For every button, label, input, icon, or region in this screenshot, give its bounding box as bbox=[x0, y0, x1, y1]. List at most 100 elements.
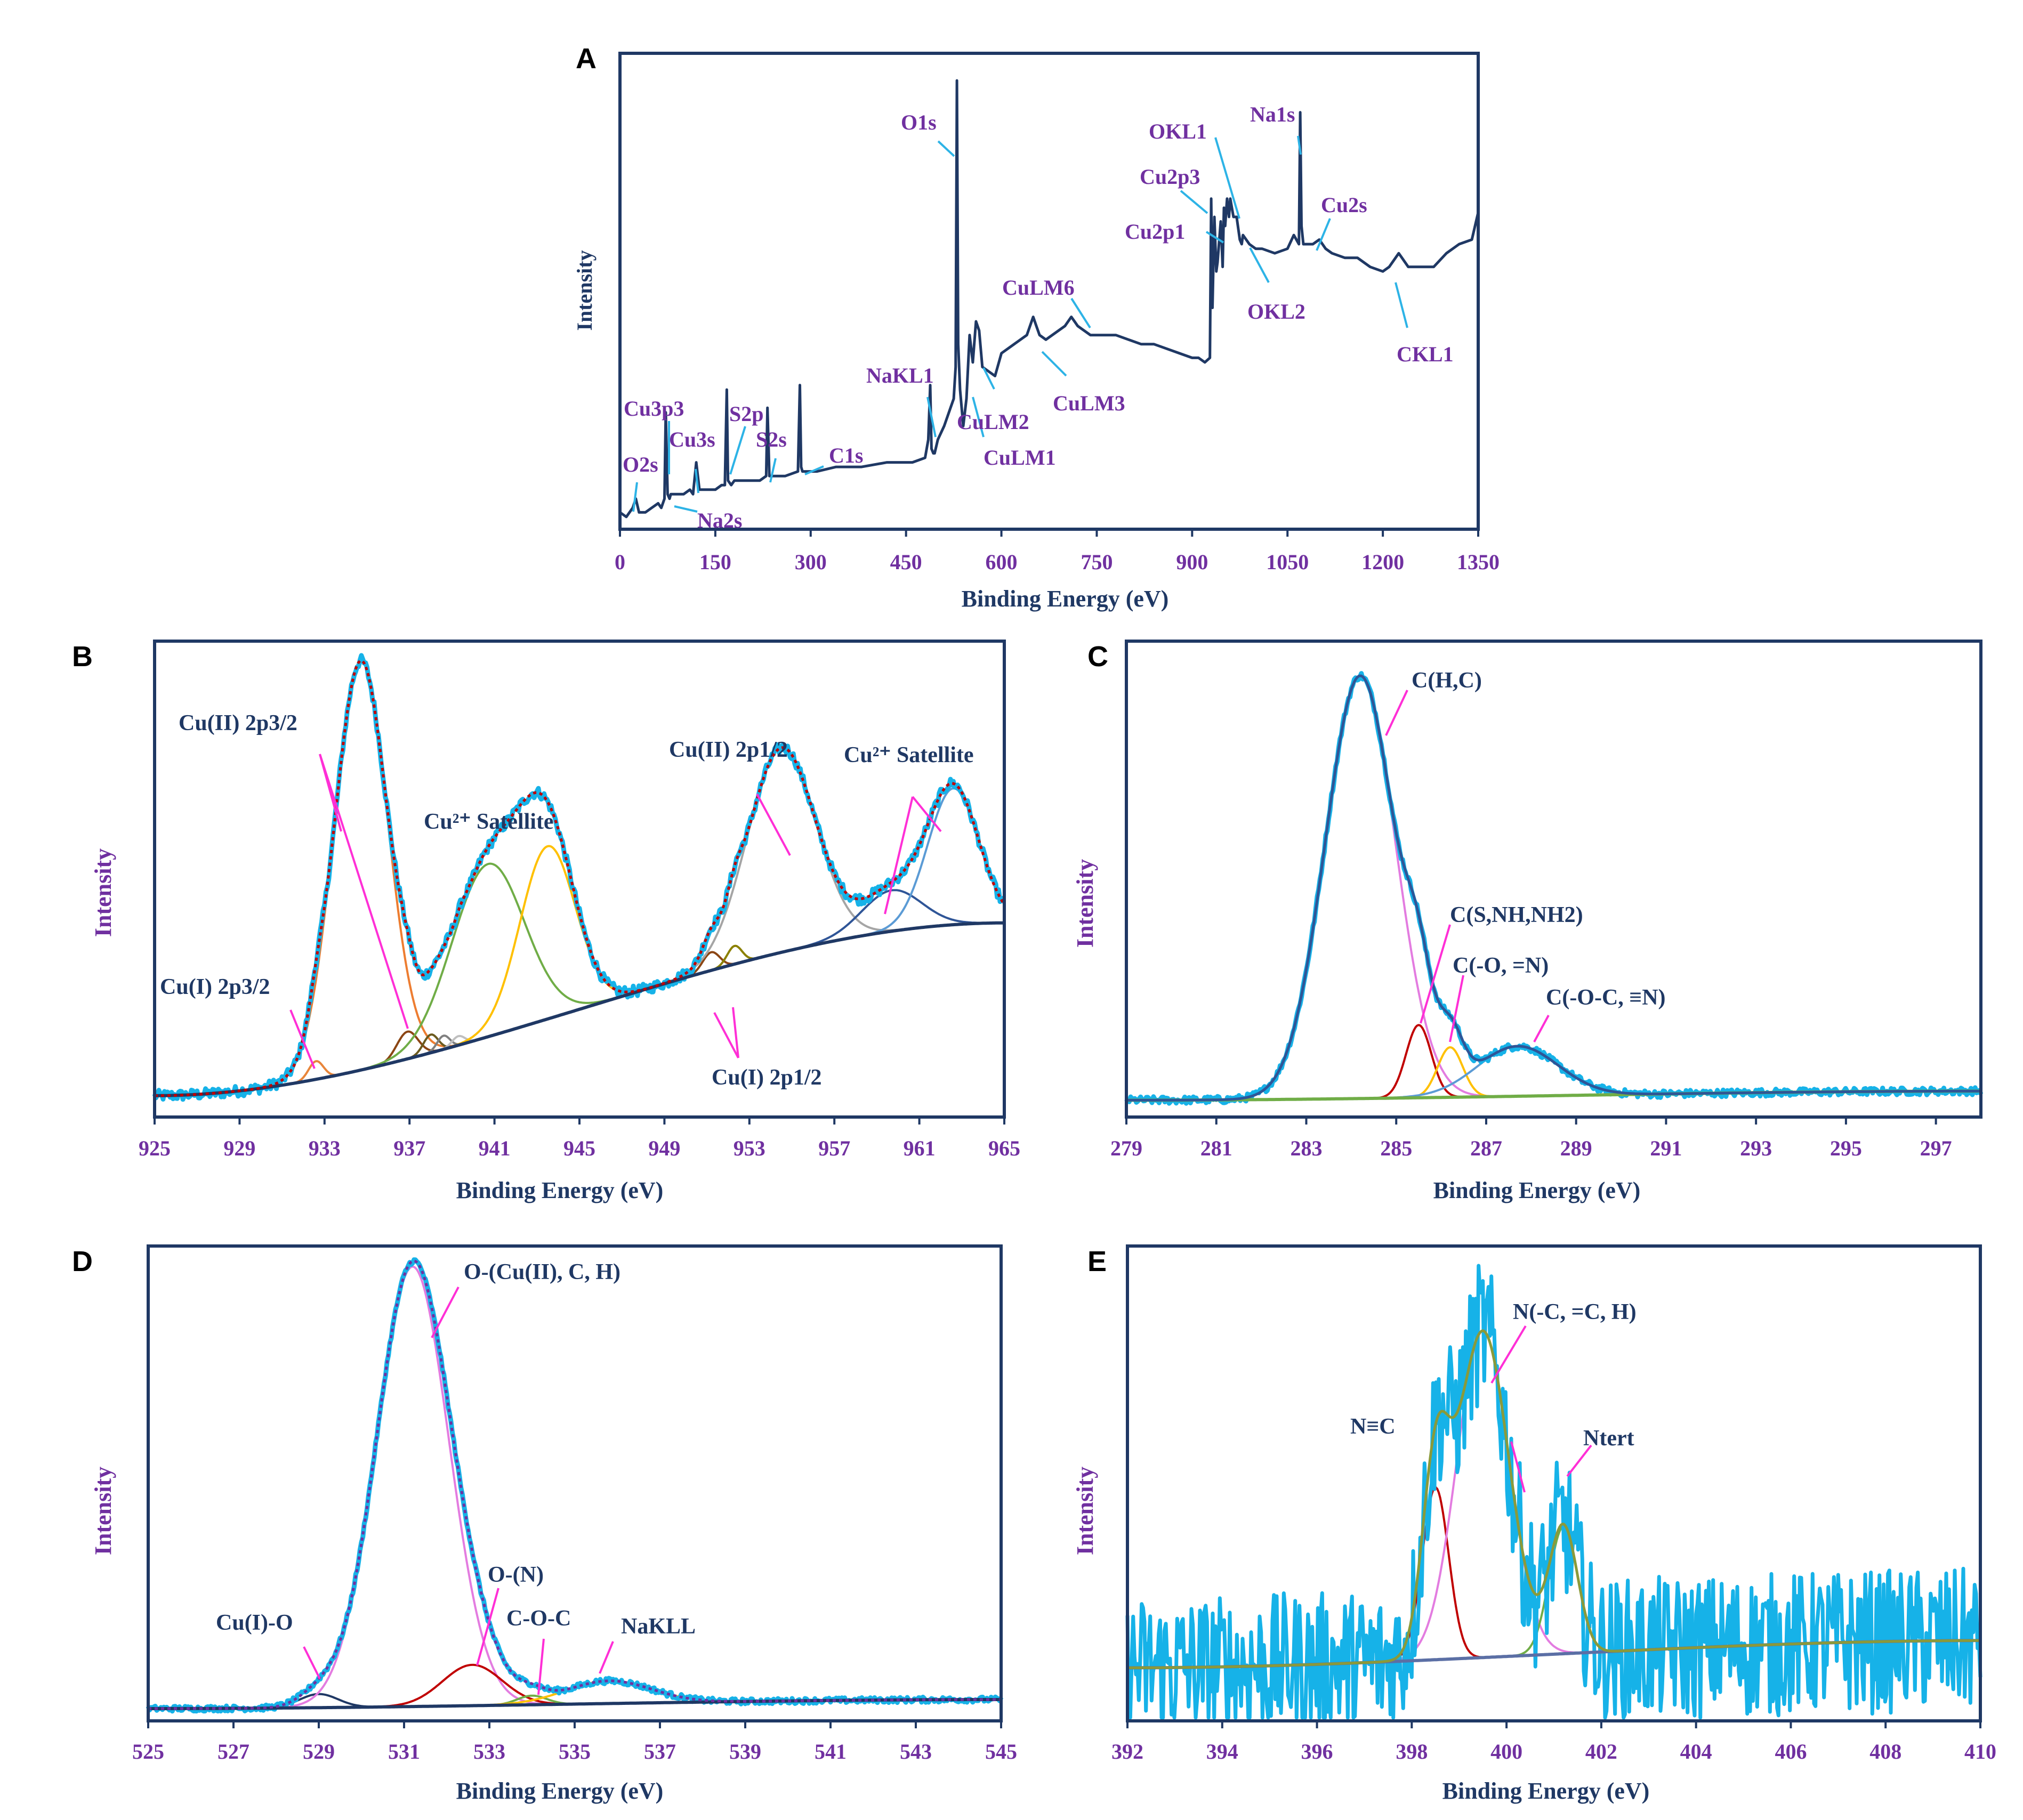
leader-nakl1 bbox=[926, 397, 937, 438]
xtick-label: 933 bbox=[309, 1136, 341, 1160]
leader-o1s bbox=[937, 140, 955, 157]
leader-cu1-2p1-a bbox=[713, 1012, 739, 1058]
leader-cu2p3 bbox=[1180, 190, 1208, 214]
xtick-label: 953 bbox=[734, 1136, 765, 1160]
xtick-label: 533 bbox=[473, 1740, 505, 1764]
panel-b-annotations: Cu(II) 2p3/2 Cu²⁺ Satellite Cu(II) 2p1/2… bbox=[160, 711, 974, 1090]
xtick-label: 297 bbox=[1920, 1136, 1952, 1160]
panel-a-xlabel: Binding Energy (eV) bbox=[962, 586, 1169, 612]
leader-okl2 bbox=[1249, 247, 1270, 283]
label-ntert: Ntert bbox=[1583, 1426, 1634, 1451]
xtick-label: 929 bbox=[223, 1136, 255, 1160]
component-peak bbox=[155, 845, 1004, 1097]
panel-c-lines bbox=[1124, 671, 1984, 1106]
xtick-label: 392 bbox=[1111, 1740, 1143, 1764]
leader-o2s bbox=[632, 482, 638, 512]
panel-b-lines bbox=[152, 653, 1006, 1102]
xtick-label: 545 bbox=[985, 1740, 1017, 1764]
envelope-fit-line bbox=[155, 659, 1006, 1097]
label-cu2-2p3: Cu(II) 2p3/2 bbox=[179, 711, 297, 735]
leader-culm2 bbox=[982, 367, 995, 390]
component-peak bbox=[155, 787, 1005, 1097]
panel-letter-b: B bbox=[72, 641, 93, 673]
label-o1s: O1s bbox=[901, 110, 937, 134]
label-ckl1: CKL1 bbox=[1397, 342, 1454, 366]
panel-c-xticks: 279 281 283 285 287 289 291 293 295 297 bbox=[1110, 1117, 1952, 1160]
envelope-fit-line bbox=[1127, 1329, 1980, 1669]
label-culm1: CuLM1 bbox=[984, 446, 1056, 470]
xtick-label: 539 bbox=[729, 1740, 761, 1764]
leader-ncch bbox=[1490, 1325, 1527, 1384]
panel-a: A 0 150 300 450 600 750 900 1050 1200 1350 Bindin… bbox=[573, 43, 1500, 612]
panel-b-xticks: 925 929 933 937 941 945 949 953 957 961 965 bbox=[139, 1117, 1020, 1160]
xtick-label: 0 bbox=[615, 550, 625, 574]
panel-d-annotations: O-(Cu(II), C, H) O-(N) Cu(I)-O C-O-C NaK… bbox=[216, 1260, 696, 1695]
raw-data-line bbox=[146, 1257, 1004, 1714]
label-co: C(-O, =N) bbox=[1453, 953, 1549, 978]
xtick-label: 289 bbox=[1560, 1136, 1592, 1160]
label-cu1-2p1: Cu(I) 2p1/2 bbox=[712, 1065, 822, 1090]
xtick-label: 957 bbox=[818, 1136, 850, 1160]
panel-e-annotations: N≡C N(-C, =C, H) Ntert bbox=[1350, 1300, 1637, 1493]
label-culm3: CuLM3 bbox=[1053, 391, 1125, 415]
panel-letter-e: E bbox=[1087, 1245, 1107, 1277]
leader-cu2-2p1 bbox=[756, 794, 791, 856]
leader-culm1 bbox=[972, 397, 985, 438]
leader-coc-d bbox=[537, 1638, 545, 1695]
xtick-label: 287 bbox=[1470, 1136, 1502, 1160]
label-cu2s: Cu2s bbox=[1321, 193, 1367, 217]
xtick-label: 961 bbox=[904, 1136, 936, 1160]
raw-data-line bbox=[1124, 671, 1984, 1106]
label-cu2p1: Cu2p1 bbox=[1125, 220, 1185, 244]
label-culm6: CuLM6 bbox=[1002, 276, 1075, 300]
panel-a-ylabel: Intensity bbox=[573, 250, 597, 330]
panel-e-xlabel: Binding Energy (eV) bbox=[1442, 1778, 1650, 1804]
xtick-label: 965 bbox=[988, 1136, 1020, 1160]
leader-cu3s bbox=[695, 468, 699, 494]
label-okl1: OKL1 bbox=[1149, 119, 1207, 143]
leader-sat-b bbox=[912, 796, 942, 832]
panel-d-lines bbox=[146, 1257, 1004, 1714]
label-cu2-2p1: Cu(II) 2p1/2 bbox=[669, 738, 788, 762]
panel-d-ylabel: Intensity bbox=[90, 1467, 116, 1555]
panel-letter-a: A bbox=[576, 43, 597, 75]
label-cu2p3: Cu2p3 bbox=[1140, 165, 1200, 189]
label-o2s: O2s bbox=[623, 452, 658, 476]
envelope-fit-line bbox=[148, 1259, 1001, 1710]
xtick-label: 398 bbox=[1396, 1740, 1428, 1764]
xtick-label: 293 bbox=[1740, 1136, 1772, 1160]
xtick-label: 537 bbox=[644, 1740, 676, 1764]
panel-d-xticks: 525 527 529 531 533 535 537 539 541 543 545 bbox=[132, 1721, 1017, 1764]
xtick-label: 945 bbox=[563, 1136, 595, 1160]
leader-cu1-2p1-b bbox=[732, 1007, 739, 1058]
label-s2s: S2s bbox=[756, 427, 787, 451]
envelope-fit-line bbox=[1126, 674, 1981, 1102]
leader-nc bbox=[1510, 1441, 1526, 1493]
component-peak bbox=[1126, 674, 1981, 1102]
leader-cu2-2p3-a bbox=[319, 754, 409, 1029]
xtick-label: 925 bbox=[139, 1136, 171, 1160]
xtick-label: 281 bbox=[1200, 1136, 1232, 1160]
panel-c-frame bbox=[1125, 640, 1982, 1119]
panel-c: C 279 281 283 285 287 289 291 293 295 297 Binding… bbox=[1072, 640, 1984, 1203]
panel-b-xlabel: Binding Energy (eV) bbox=[456, 1177, 664, 1203]
xtick-label: 949 bbox=[648, 1136, 680, 1160]
label-coc: C(-O-C, ≡N) bbox=[1546, 985, 1666, 1010]
panel-letter-c: C bbox=[1087, 641, 1108, 673]
leader-ocu bbox=[431, 1287, 460, 1338]
leader-na1s bbox=[1297, 135, 1302, 155]
label-c1s: C1s bbox=[829, 443, 863, 467]
xtick-label: 937 bbox=[393, 1136, 425, 1160]
panel-c-xlabel: Binding Energy (eV) bbox=[1433, 1177, 1641, 1203]
xtick-label: 531 bbox=[388, 1740, 420, 1764]
label-nakll: NaKLL bbox=[621, 1614, 696, 1639]
panel-e: E 392 394 396 398 400 402 404 406 408 410 Binding… bbox=[1072, 1244, 1996, 1804]
xtick-label: 1350 bbox=[1457, 550, 1500, 574]
panel-a-frame bbox=[618, 52, 1480, 531]
survey-line bbox=[619, 79, 1480, 519]
label-culm2: CuLM2 bbox=[957, 410, 1029, 434]
label-nakl1: NaKL1 bbox=[866, 363, 934, 387]
label-okl2: OKL2 bbox=[1247, 300, 1305, 323]
leader-coc bbox=[1533, 1015, 1550, 1042]
